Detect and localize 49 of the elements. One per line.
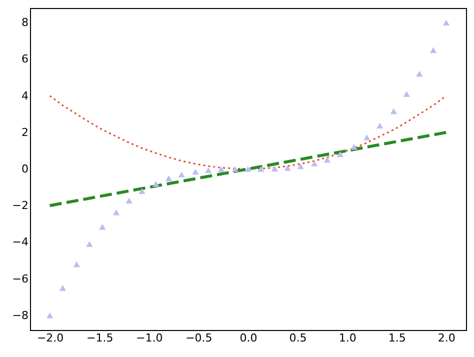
x-tick-label: −1.5 xyxy=(86,332,114,344)
y-tick-label: 2 xyxy=(22,126,28,139)
point xyxy=(311,160,318,166)
point xyxy=(244,166,252,172)
point xyxy=(271,166,278,172)
point xyxy=(284,164,291,171)
x-tick-label: 1.0 xyxy=(338,332,356,344)
point xyxy=(138,188,146,194)
point xyxy=(126,198,132,204)
point xyxy=(430,47,437,53)
x-tick-label: 2.0 xyxy=(438,332,456,344)
point xyxy=(86,241,93,247)
y-tick-label: −4 xyxy=(12,236,28,249)
y-tick-label: −6 xyxy=(12,272,28,286)
x-tick-label: 0.5 xyxy=(289,332,307,344)
point xyxy=(165,175,172,182)
point xyxy=(205,167,212,174)
x-tick-label: 0.0 xyxy=(240,332,258,344)
y-tick-label: 0 xyxy=(22,162,28,176)
point xyxy=(258,166,264,172)
point xyxy=(178,172,185,178)
point xyxy=(46,312,54,318)
point xyxy=(218,166,225,172)
point xyxy=(390,108,398,114)
point xyxy=(403,91,410,97)
point xyxy=(59,285,66,291)
point xyxy=(416,70,423,77)
point xyxy=(324,156,331,163)
point xyxy=(232,166,238,172)
point xyxy=(297,163,304,170)
y-tick-label: 4 xyxy=(22,89,28,102)
point xyxy=(73,261,80,268)
x-tick-label: −0.5 xyxy=(186,332,212,344)
x-tick-label: 1.5 xyxy=(388,332,406,344)
y-tick-label: −2 xyxy=(12,199,28,212)
point xyxy=(98,224,106,230)
point xyxy=(364,134,370,140)
y-tick-label: 8 xyxy=(22,16,28,30)
y-tick-label: −8 xyxy=(12,308,28,322)
point xyxy=(192,168,199,175)
point xyxy=(350,144,358,150)
y-tick-label: 6 xyxy=(22,52,28,66)
point xyxy=(112,209,120,216)
point xyxy=(442,20,450,26)
point xyxy=(152,180,160,187)
x-tick-label: −1.0 xyxy=(136,332,163,344)
point xyxy=(336,151,344,158)
x-tick-label: −2.0 xyxy=(36,332,64,344)
point xyxy=(376,122,384,129)
